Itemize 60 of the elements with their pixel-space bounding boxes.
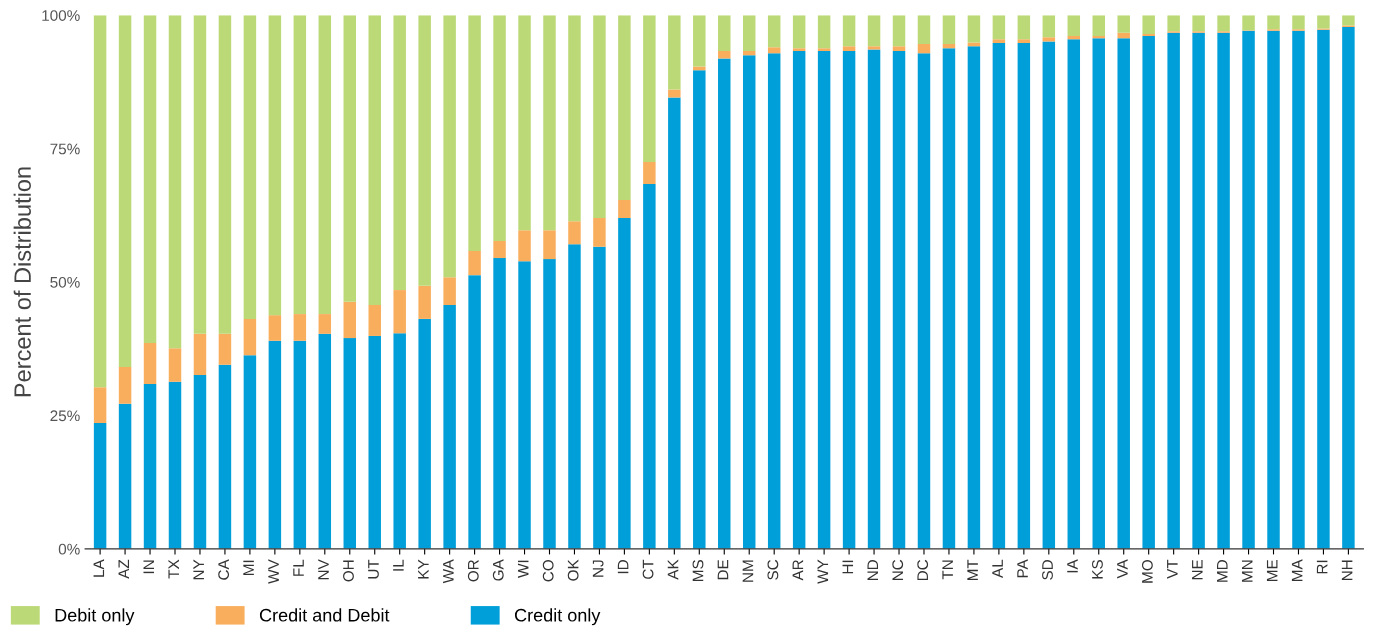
x-tick-label: NM <box>742 560 754 582</box>
x-tick-label: DE <box>717 559 729 580</box>
x-tick-label: VA <box>1117 559 1128 579</box>
x-tick-label: RI <box>1316 560 1328 574</box>
x-tick-label: SD <box>1042 560 1053 580</box>
x-tick-label: NC <box>892 559 904 581</box>
x-tick-label: UT <box>368 559 379 579</box>
x-tick-label: NV <box>318 559 329 580</box>
x-tick-label: WV <box>268 559 279 584</box>
x-tick-label: ME <box>1266 559 1278 581</box>
x-tick-label: ID <box>617 560 629 574</box>
x-tick-label: IA <box>1067 559 1078 573</box>
x-tick-label: FL <box>293 559 304 576</box>
x-tick-label: VT <box>1167 559 1178 579</box>
x-tick-label: MT <box>967 559 978 581</box>
x-tick-label: ND <box>867 560 878 581</box>
x-tick-label: MO <box>1141 560 1153 583</box>
x-tick-label: TX <box>168 559 179 579</box>
x-tick-label: MN <box>1241 560 1253 582</box>
x-tick-label: AL <box>992 559 1003 578</box>
x-tick-label: OH <box>343 560 354 582</box>
x-tick-label: WY <box>817 559 829 584</box>
x-tick-label: MA <box>1291 559 1303 581</box>
x-tick-label: TN <box>942 560 953 580</box>
x-tick-label: LA <box>93 559 105 577</box>
x-tick-label: HI <box>842 560 854 574</box>
x-tick-label: AK <box>667 559 679 580</box>
x-tick-label: AZ <box>118 559 130 579</box>
x-tick-label: MS <box>692 559 704 581</box>
x-tick-label: IL <box>393 559 404 571</box>
x-tick-label: IN <box>143 560 154 574</box>
x-tick-label: KS <box>1092 559 1103 579</box>
legend-label: Credit and Debit <box>259 608 390 622</box>
x-tick-label: PA <box>1017 559 1028 578</box>
x-tick-label: MD <box>1217 560 1228 582</box>
x-tick-label: NJ <box>592 560 604 577</box>
y-tick-label: 100% <box>42 10 80 21</box>
y-tick-label: 75% <box>50 143 80 155</box>
x-tick-label: CA <box>218 559 230 580</box>
y-axis-title: Percent of Distribution <box>13 167 31 397</box>
x-tick-label: MI <box>243 560 254 575</box>
x-tick-label: CT <box>642 559 654 579</box>
y-tick-label: 0% <box>58 543 80 555</box>
x-tick-label: SC <box>767 559 779 580</box>
x-tick-label: NY <box>193 559 204 580</box>
x-tick-label: CO <box>542 560 554 582</box>
x-tick-label: OK <box>567 559 579 581</box>
x-tick-label: GA <box>492 559 504 581</box>
x-tick-label: DC <box>917 559 929 581</box>
x-tick-label: WI <box>517 560 529 578</box>
x-tick-label: WA <box>443 559 454 584</box>
x-tick-label: NH <box>1341 560 1353 581</box>
x-tick-label: KY <box>418 559 429 579</box>
x-tick-label: NE <box>1192 559 1203 580</box>
x-tick-label: AR <box>792 559 804 581</box>
y-tick-label: 25% <box>50 410 80 422</box>
legend-label: Debit only <box>55 608 135 626</box>
legend-label: Credit only <box>515 608 601 626</box>
y-tick-label: 50% <box>50 276 80 288</box>
x-tick-label: OR <box>467 559 479 582</box>
